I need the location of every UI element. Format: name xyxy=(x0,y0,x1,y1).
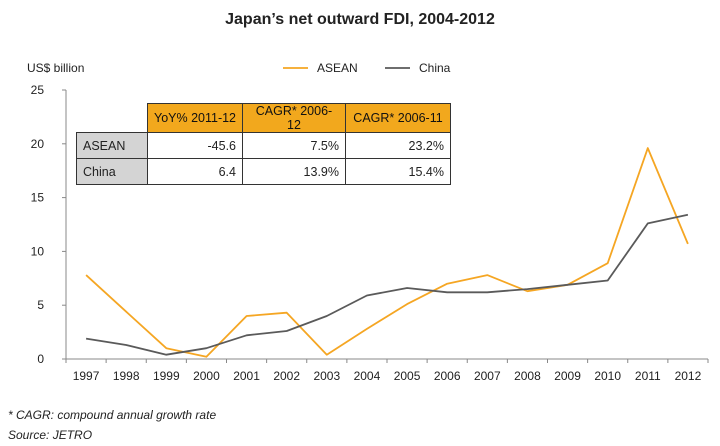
legend-label: ASEAN xyxy=(317,61,358,75)
legend: ASEAN China xyxy=(283,61,451,75)
x-tick-label: 2004 xyxy=(354,369,381,383)
footnote: * CAGR: compound annual growth rate xyxy=(8,408,217,422)
table-cell: 6.4 xyxy=(147,158,243,185)
axes: 0 5 10 15 20 25 1997 1998 1999 2000 2001 2002 2003 20… xyxy=(31,83,709,383)
x-tick-label: 2005 xyxy=(394,369,421,383)
x-tick-label: 2003 xyxy=(313,369,340,383)
x-tick-label: 2011 xyxy=(635,369,661,383)
x-tick-label: 2000 xyxy=(193,369,220,383)
series-line-asean xyxy=(85,147,689,358)
x-tick-label: 2008 xyxy=(514,369,541,383)
table-row: China 6.4 13.9% 15.4% xyxy=(76,158,451,185)
x-tick-label: 2002 xyxy=(273,369,300,383)
y-axis-label: US$ billion xyxy=(27,61,84,75)
table-cell: -45.6 xyxy=(147,132,243,159)
series-layer xyxy=(85,147,689,358)
table-header: CAGR* 2006-11 xyxy=(345,103,451,133)
y-tick-label: 25 xyxy=(31,83,45,97)
stats-table: YoY% 2011-12 CAGR* 2006-12 CAGR* 2006-11… xyxy=(76,103,451,185)
table-row: ASEAN -45.6 7.5% 23.2% xyxy=(76,132,451,159)
table-header: YoY% 2011-12 xyxy=(147,103,243,133)
x-tick-label: 2012 xyxy=(675,369,702,383)
source-note: Source: JETRO xyxy=(8,428,93,442)
x-tick-label: 1999 xyxy=(153,369,180,383)
x-tick-label: 2006 xyxy=(434,369,461,383)
series-line-china xyxy=(85,213,689,356)
table-header-row: YoY% 2011-12 CAGR* 2006-12 CAGR* 2006-11 xyxy=(77,103,451,133)
table-corner xyxy=(77,104,148,133)
table-cell: 23.2% xyxy=(345,132,451,159)
y-tick-label: 5 xyxy=(37,298,44,312)
table-cell: 15.4% xyxy=(345,158,451,185)
table-cell: 7.5% xyxy=(242,132,346,159)
x-tick-label: 1997 xyxy=(73,369,100,383)
y-tick-label: 0 xyxy=(37,352,44,366)
x-tick-label: 2007 xyxy=(474,369,501,383)
x-tick-label: 1998 xyxy=(113,369,140,383)
table-row-label: China xyxy=(76,158,148,185)
y-tick-label: 15 xyxy=(31,191,45,205)
legend-label: China xyxy=(419,61,451,75)
x-tick-label: 2001 xyxy=(233,369,260,383)
table-row-label: ASEAN xyxy=(76,132,148,159)
table-cell: 13.9% xyxy=(242,158,346,185)
table-header: CAGR* 2006-12 xyxy=(242,103,346,133)
x-tick-label: 2010 xyxy=(594,369,621,383)
chart-title: Japan’s net outward FDI, 2004-2012 xyxy=(225,11,495,28)
y-tick-label: 20 xyxy=(31,137,45,151)
y-tick-label: 10 xyxy=(31,244,45,258)
x-tick-label: 2009 xyxy=(554,369,581,383)
